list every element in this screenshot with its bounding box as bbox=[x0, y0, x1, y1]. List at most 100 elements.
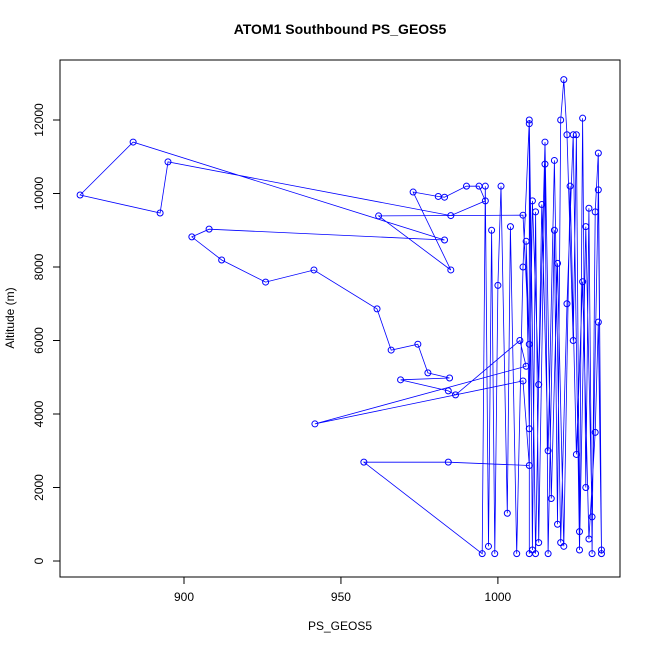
data-point bbox=[522, 362, 530, 370]
data-point bbox=[579, 114, 587, 122]
data-point bbox=[360, 458, 368, 466]
data-point bbox=[547, 495, 555, 503]
data-point bbox=[566, 182, 574, 190]
y-tick-label: 0 bbox=[32, 557, 46, 564]
data-point bbox=[535, 539, 543, 547]
data-point bbox=[262, 278, 270, 286]
data-point bbox=[387, 346, 395, 354]
data-point bbox=[582, 223, 590, 231]
x-tick-label: 900 bbox=[174, 590, 194, 604]
data-point bbox=[76, 191, 84, 199]
data-point bbox=[544, 550, 552, 558]
data-point bbox=[516, 337, 524, 345]
data-point bbox=[528, 197, 536, 205]
data-point bbox=[513, 550, 521, 558]
plot-frame bbox=[59, 59, 621, 578]
data-point bbox=[576, 546, 584, 554]
data-point bbox=[444, 387, 452, 395]
data-point bbox=[205, 225, 213, 233]
data-point bbox=[591, 208, 599, 216]
data-point bbox=[525, 461, 533, 469]
data-point bbox=[441, 236, 449, 244]
data-point bbox=[532, 208, 540, 216]
data-point bbox=[409, 188, 417, 196]
data-point bbox=[591, 428, 599, 436]
data-point bbox=[375, 212, 383, 220]
data-point bbox=[579, 278, 587, 286]
data-point bbox=[503, 509, 511, 517]
data-point bbox=[447, 266, 455, 274]
data-point bbox=[156, 209, 164, 217]
data-point bbox=[506, 223, 514, 231]
data-point bbox=[576, 528, 584, 536]
data-point bbox=[550, 156, 558, 164]
data-point bbox=[414, 340, 422, 348]
data-point bbox=[444, 458, 452, 466]
data-point bbox=[488, 226, 496, 234]
data-point bbox=[129, 138, 137, 146]
y-tick-label: 2000 bbox=[32, 474, 46, 501]
data-point bbox=[218, 256, 226, 264]
data-point bbox=[497, 182, 505, 190]
data-point bbox=[525, 120, 533, 128]
data-point bbox=[541, 138, 549, 146]
data-point bbox=[535, 381, 543, 389]
data-point bbox=[588, 513, 596, 521]
data-point bbox=[582, 484, 590, 492]
data-point bbox=[452, 391, 460, 399]
data-point bbox=[481, 197, 489, 205]
y-tick-label: 8000 bbox=[32, 253, 46, 280]
data-point bbox=[164, 158, 172, 166]
data-point bbox=[594, 149, 602, 157]
data-point bbox=[594, 186, 602, 194]
data-point bbox=[441, 193, 449, 201]
data-point bbox=[597, 546, 605, 554]
data-point bbox=[550, 226, 558, 234]
data-point bbox=[594, 318, 602, 326]
data-point bbox=[446, 374, 454, 382]
data-point bbox=[585, 204, 593, 212]
data-point bbox=[519, 263, 527, 271]
data-point bbox=[541, 160, 549, 168]
data-point bbox=[569, 337, 577, 345]
x-tick-label: 1000 bbox=[485, 590, 512, 604]
y-tick-label: 10000 bbox=[32, 177, 46, 211]
data-point bbox=[557, 116, 565, 124]
data-point bbox=[554, 520, 562, 528]
data-point bbox=[588, 550, 596, 558]
data-point bbox=[532, 550, 540, 558]
data-point bbox=[373, 305, 381, 313]
data-point bbox=[447, 212, 455, 220]
data-point bbox=[463, 182, 471, 190]
data-point bbox=[522, 237, 530, 245]
data-point bbox=[484, 542, 492, 550]
data-point bbox=[554, 259, 562, 267]
data-point bbox=[519, 211, 527, 219]
data-point bbox=[572, 131, 580, 139]
y-tick-label: 6000 bbox=[32, 327, 46, 354]
data-point bbox=[525, 116, 533, 124]
data-point bbox=[397, 376, 405, 384]
chart-title: ATOM1 Southbound PS_GEOS5 bbox=[234, 21, 447, 37]
data-point bbox=[494, 281, 502, 289]
data-point bbox=[311, 420, 319, 428]
data-point bbox=[188, 233, 196, 241]
data-point bbox=[481, 182, 489, 190]
x-axis-label: PS_GEOS5 bbox=[308, 619, 372, 633]
data-point bbox=[544, 447, 552, 455]
data-point bbox=[525, 425, 533, 433]
data-point bbox=[491, 550, 499, 558]
data-point bbox=[538, 201, 546, 209]
data-point bbox=[560, 76, 568, 84]
data-point bbox=[525, 340, 533, 348]
y-tick-label: 4000 bbox=[32, 400, 46, 427]
data-point bbox=[563, 300, 571, 308]
data-point bbox=[478, 550, 486, 558]
x-tick-label: 950 bbox=[331, 590, 351, 604]
data-point bbox=[424, 369, 432, 377]
y-tick-label: 12000 bbox=[32, 103, 46, 137]
data-point bbox=[597, 550, 605, 558]
data-point bbox=[569, 131, 577, 139]
data-line bbox=[79, 79, 602, 555]
data-point bbox=[310, 266, 318, 274]
